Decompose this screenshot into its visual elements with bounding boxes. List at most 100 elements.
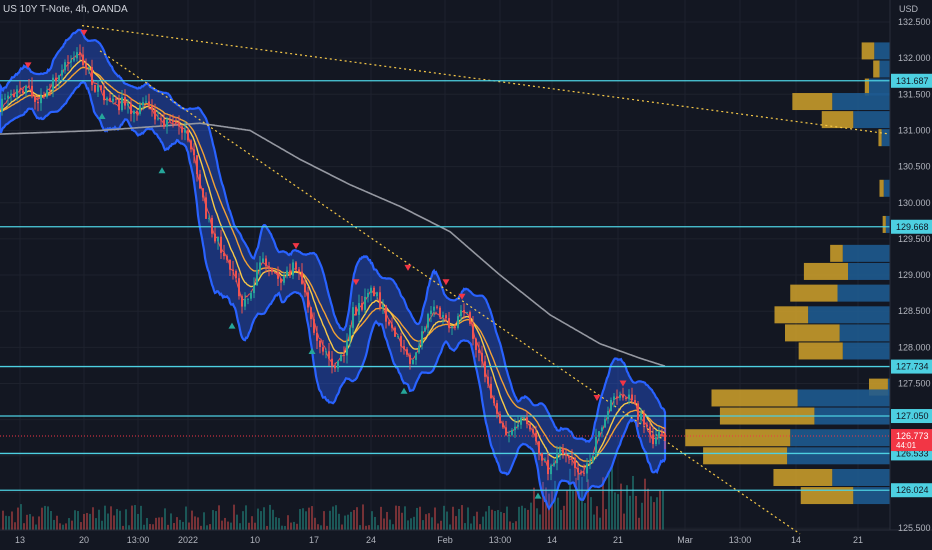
candle-body (313, 319, 315, 333)
candle-body (220, 236, 222, 253)
volume-bar (662, 489, 664, 530)
candle-body (631, 394, 633, 401)
volume-bar (350, 511, 352, 530)
volume-bar (257, 508, 259, 530)
volume-bar (149, 524, 151, 530)
candle-body (550, 465, 552, 475)
volume-bar (641, 502, 643, 530)
candle-body (4, 98, 6, 100)
volume-bar (377, 525, 379, 530)
candle-body (370, 287, 372, 293)
volume-bar (605, 509, 607, 530)
candle-body (226, 256, 228, 260)
volume-bar (224, 517, 226, 530)
vp-bar-up (842, 342, 890, 360)
horizontal-levels[interactable] (0, 80, 890, 491)
candle-body (253, 285, 255, 294)
volume-bar (65, 523, 67, 530)
vp-bar-down (785, 324, 840, 342)
candle-body (580, 472, 582, 474)
sell-signal-marker (404, 264, 412, 271)
candle-body (499, 413, 501, 424)
volume-bar (512, 522, 514, 530)
level-tag-bg (891, 359, 932, 374)
vp-bar-up (887, 378, 890, 396)
volume-bar (50, 510, 52, 530)
candle-body (421, 331, 423, 346)
vp-bar-down (803, 262, 848, 280)
volume-bar (443, 505, 445, 530)
candle-body (49, 90, 51, 92)
volume-bars (2, 466, 664, 530)
volume-bar (635, 495, 637, 530)
volume-bar (413, 516, 415, 530)
candle-body (574, 458, 576, 468)
candle-body (622, 394, 624, 398)
volume-bar (368, 525, 370, 530)
vp-bar-up (842, 244, 890, 262)
candle-body (193, 149, 195, 156)
volume-bar (440, 520, 442, 530)
candle-body (145, 101, 147, 103)
volume-bar (359, 525, 361, 530)
current-price-label: 126.773 (896, 431, 929, 441)
candle-body (379, 292, 381, 308)
volume-bar (71, 520, 73, 530)
candle-body (547, 459, 549, 475)
candle-body (55, 77, 57, 82)
candle-body (292, 262, 294, 276)
trendlines[interactable] (81, 25, 891, 535)
volume-bar (347, 514, 349, 530)
volume-bar (80, 522, 82, 530)
volume-bar (248, 522, 250, 530)
price-tick-label: 128.500 (898, 306, 931, 316)
sell-signal-marker (80, 29, 88, 36)
volume-bar (263, 507, 265, 530)
volume-bar (176, 517, 178, 530)
volume-bar (566, 490, 568, 530)
price-tick-label: 132.000 (898, 53, 931, 63)
sell-signal-marker (458, 293, 466, 300)
candle-body (355, 307, 357, 315)
time-tick-label: 13 (15, 535, 25, 545)
volume-bar (521, 505, 523, 530)
candle-body (196, 155, 198, 175)
vp-bar-up (790, 429, 890, 447)
volume-bar (332, 506, 334, 530)
candle-body (97, 85, 99, 92)
candle-body (142, 102, 144, 106)
volume-bar (203, 512, 205, 530)
level-tag-bg (891, 73, 932, 88)
candle-body (559, 448, 561, 454)
candle-body (646, 424, 648, 427)
candle-body (457, 316, 459, 328)
candle-body (583, 472, 585, 474)
candle-body (604, 419, 606, 428)
time-tick-label: Mar (677, 535, 693, 545)
volume-bar (578, 473, 580, 530)
candle-body (634, 400, 636, 404)
volume-bar (227, 521, 229, 530)
buy-signal-marker (534, 492, 542, 499)
sell-signal-marker (619, 380, 627, 387)
candle-body (25, 85, 27, 94)
candle-body (190, 140, 192, 150)
volume-bar (77, 511, 79, 530)
vp-bar-down (774, 306, 809, 324)
time-axis[interactable]: 13 20 13:00 2022 10 17 24 Feb 13:00 14 21 Mar 13:00 1… (15, 535, 863, 545)
candle-body (85, 65, 87, 68)
price-tags: 131.687 129.668 127.734 127.050 126.533 126.0… (891, 73, 932, 498)
vp-bar-up (832, 468, 890, 486)
volume-bar (629, 495, 631, 530)
volume-bar (173, 523, 175, 530)
candle-body (439, 307, 441, 318)
volume-bar (428, 513, 430, 530)
candle-body (100, 85, 102, 91)
time-tick-label: 13:00 (489, 535, 512, 545)
volume-bar (140, 505, 142, 530)
candle-body (112, 98, 114, 102)
volume-bar (35, 524, 37, 530)
candle-body (181, 126, 183, 133)
vp-bar-down (830, 244, 843, 262)
